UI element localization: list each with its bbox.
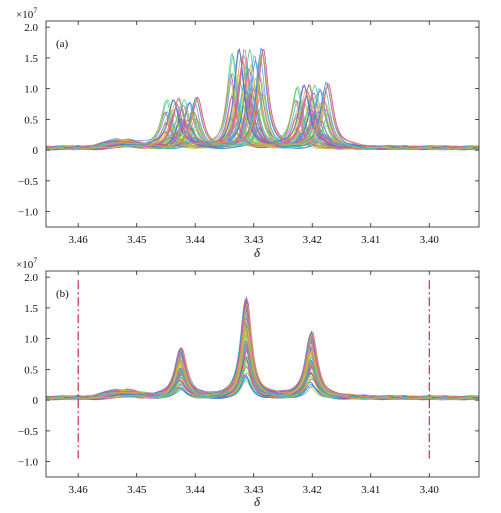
y-tick-label: 0 [33, 395, 39, 407]
x-tick-label: 3.46 [69, 484, 89, 496]
y-tick-label: 1.5 [24, 53, 38, 65]
x-axis-label: δ [254, 245, 261, 260]
x-tick-label: 3.42 [303, 234, 322, 246]
spectrum-line-60 [45, 50, 480, 150]
y-tick-label: 0.5 [24, 364, 38, 376]
y-tick-label: 1.0 [24, 84, 38, 96]
x-axis-label: δ [254, 494, 261, 509]
y-tick-label: −0.5 [18, 426, 38, 438]
y-tick-label: 0.5 [24, 114, 38, 126]
spectrum-line-60 [45, 303, 480, 400]
x-tick-label: 3.43 [244, 234, 264, 246]
series-group [45, 47, 480, 151]
spectrum-line-13 [45, 48, 480, 150]
x-tick-label: 3.41 [361, 484, 380, 496]
y-tick-label: −1.0 [18, 457, 38, 469]
boundary-lines [77, 280, 430, 459]
x-tick-label: 3.43 [244, 484, 264, 496]
x-tick-label: 3.44 [186, 234, 206, 246]
x-tick-label: 3.45 [127, 234, 147, 246]
multiplier-label: ×107 [16, 256, 37, 271]
spectrum-line-59 [45, 356, 480, 400]
x-tick-label: 3.42 [303, 484, 322, 496]
multiplier-label: ×107 [16, 6, 37, 21]
spectrum-line-57 [45, 49, 480, 150]
spectrum-line-59 [45, 105, 480, 150]
x-tick-label: 3.45 [127, 484, 147, 496]
panel-b: ×107 2.01.51.00.50−0.5−1.0 3.46 3.45 3.44 3… [16, 256, 480, 509]
y-tick-label: 2.0 [24, 272, 38, 284]
x-tick-label: 3.40 [420, 234, 440, 246]
x-tick-label: 3.44 [186, 484, 206, 496]
x-axis: 3.46 3.45 3.44 3.43 3.42 3.41 3.40 [69, 21, 440, 246]
y-axis: 2.0 1.5 1.0 0.5 0 −0.5 −1.0 [18, 22, 479, 219]
x-tick-label: 3.41 [361, 234, 380, 246]
x-axis: 3.46 3.45 3.44 3.43 3.42 3.41 3.40 [69, 271, 440, 496]
y-tick-label: 2.0 [24, 22, 38, 34]
plot-frame [45, 270, 480, 478]
y-tick-label: −1.0 [18, 207, 38, 219]
y-axis: 2.0 1.5 1.0 0.5 0 −0.5 −1.0 [18, 272, 479, 469]
y-tick-label: 1.0 [24, 334, 38, 346]
x-tick-label: 3.46 [69, 234, 89, 246]
y-tick-label: 1.5 [24, 303, 38, 315]
panel-label: (b) [56, 288, 69, 300]
plot-frame [45, 20, 480, 228]
y-tick-label: −0.5 [18, 176, 38, 188]
y-tick-label: 0 [33, 145, 39, 157]
panel-a: ×107 2.01.51.00.50−0.5−1.0 3.46 3.45 3.44 3… [16, 6, 480, 260]
series-group [45, 295, 480, 401]
panel-label: (a) [56, 38, 69, 50]
x-tick-label: 3.40 [420, 484, 440, 496]
spectrum-line-58 [45, 327, 480, 401]
